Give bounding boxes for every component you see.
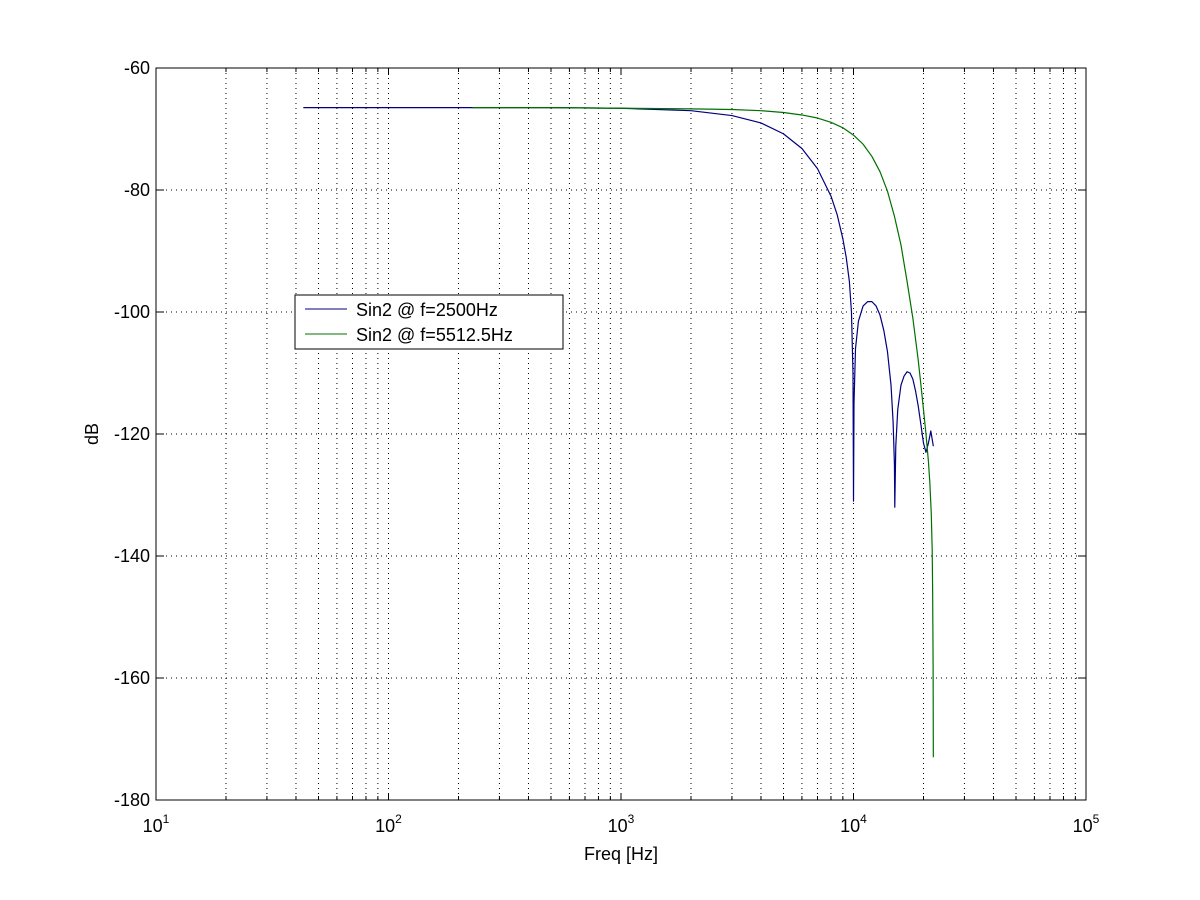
- series-line-0: [303, 107, 934, 508]
- y-tick-label-2: -100: [114, 302, 150, 322]
- y-tick-label-6: -180: [114, 790, 150, 810]
- series-layer: [303, 107, 934, 758]
- x-tick-label-0: 101: [143, 812, 170, 836]
- y-tick-label-0: -60: [124, 58, 150, 78]
- x-tick-label-3: 104: [840, 812, 867, 836]
- legend-box: [294, 294, 564, 350]
- x-axis-label: Freq [Hz]: [584, 844, 658, 864]
- x-tick-label-1: 102: [375, 812, 402, 836]
- legend-label-1: Sin2 @ f=5512.5Hz: [356, 325, 513, 345]
- y-tick-label-3: -120: [114, 424, 150, 444]
- x-tick-label-2: 103: [608, 812, 635, 836]
- series-line-1: [472, 107, 934, 758]
- y-tick-label-4: -140: [114, 546, 150, 566]
- x-tick-label-4: 105: [1073, 812, 1100, 836]
- grid: [156, 68, 1086, 800]
- y-axis-label: dB: [82, 423, 102, 445]
- y-tick-label-5: -160: [114, 668, 150, 688]
- legend-label-0: Sin2 @ f=2500Hz: [356, 300, 498, 320]
- legend[interactable]: Sin2 @ f=2500Hz Sin2 @ f=5512.5Hz: [294, 294, 564, 350]
- y-tick-label-1: -80: [124, 180, 150, 200]
- ticks: [155, 67, 1086, 801]
